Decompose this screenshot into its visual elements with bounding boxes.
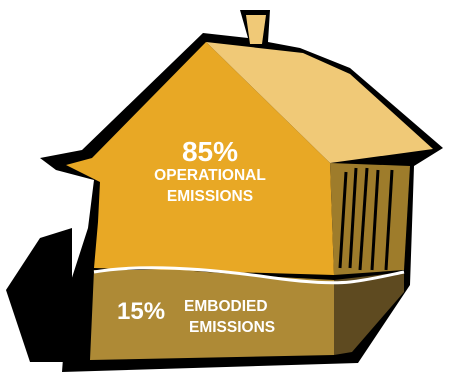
embodied-label-line2: EMISSIONS [189,319,276,336]
embodied-band-side [334,272,404,355]
house-shadow [6,228,72,362]
side-wall-boards [338,167,394,271]
operational-percent: 85% [181,136,239,167]
operational-label-line1: OPERATIONAL [154,167,266,184]
roof-side [206,42,433,163]
embodied-label-line1: EMBODIED [184,298,268,315]
front-wall [66,42,334,275]
operational-label-line2: EMISSIONS [166,188,254,205]
chimney [246,15,266,44]
embodied-percent: 15% [117,298,166,325]
embodied-band-front [90,270,334,360]
emissions-divider [93,266,405,285]
